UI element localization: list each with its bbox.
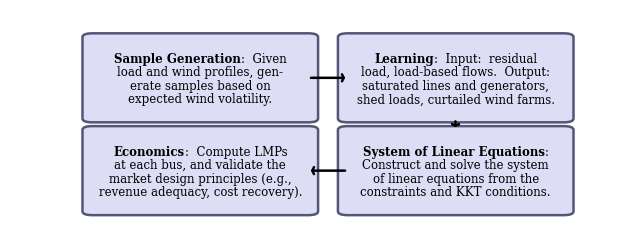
FancyBboxPatch shape <box>83 126 318 215</box>
Text: System of Linear Equations: System of Linear Equations <box>363 146 545 159</box>
Text: Economics: Economics <box>113 146 184 159</box>
Text: expected wind volatility.: expected wind volatility. <box>128 93 273 106</box>
Text: :  Compute LMPs: : Compute LMPs <box>184 146 287 159</box>
Text: :: : <box>545 146 548 159</box>
Text: erate samples based on: erate samples based on <box>130 80 271 93</box>
FancyBboxPatch shape <box>338 33 573 122</box>
Text: saturated lines and generators,: saturated lines and generators, <box>362 80 549 93</box>
Text: market design principles (e.g.,: market design principles (e.g., <box>109 173 292 186</box>
Text: :  Given: : Given <box>241 53 287 66</box>
Text: :  Input:  residual: : Input: residual <box>434 53 537 66</box>
Text: constraints and KKT conditions.: constraints and KKT conditions. <box>360 186 551 199</box>
Text: Construct and solve the system: Construct and solve the system <box>362 159 549 172</box>
Text: Sample Generation: Sample Generation <box>114 53 241 66</box>
Text: load, load-based flows.  Output:: load, load-based flows. Output: <box>361 66 550 79</box>
Text: at each bus, and validate the: at each bus, and validate the <box>115 159 286 172</box>
FancyBboxPatch shape <box>338 126 573 215</box>
FancyBboxPatch shape <box>83 33 318 122</box>
Text: of linear equations from the: of linear equations from the <box>372 173 539 186</box>
Text: shed loads, curtailed wind farms.: shed loads, curtailed wind farms. <box>356 93 555 106</box>
Text: Learning: Learning <box>374 53 434 66</box>
Text: load and wind profiles, gen-: load and wind profiles, gen- <box>117 66 284 79</box>
Text: revenue adequacy, cost recovery).: revenue adequacy, cost recovery). <box>99 186 302 199</box>
